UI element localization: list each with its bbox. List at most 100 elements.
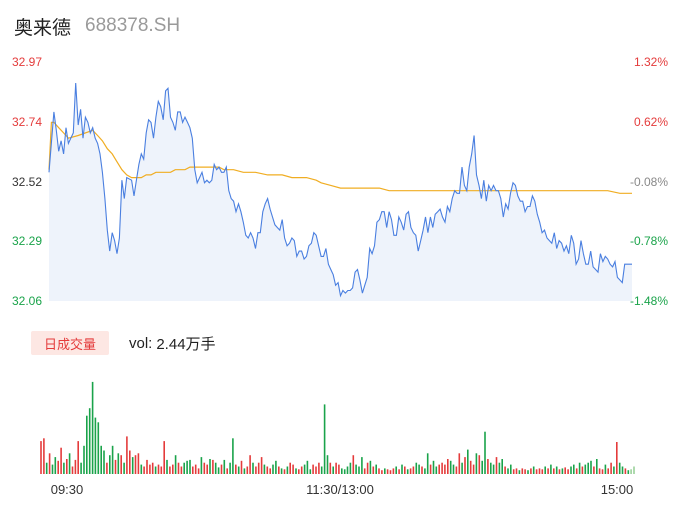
volume-bar (194, 464, 197, 474)
volume-bar (129, 450, 131, 474)
volume-bar (278, 466, 280, 474)
volume-bar (315, 466, 317, 474)
volume-bar (487, 459, 489, 474)
volume-bar (515, 468, 518, 474)
volume-bar (197, 468, 200, 474)
y-left-tick-label: 32.29 (12, 234, 43, 249)
volume-bar (447, 459, 449, 474)
volume-bar (435, 466, 438, 474)
average-price-line (48, 121, 632, 194)
volume-bar (630, 469, 632, 474)
volume-bar (66, 459, 68, 474)
volume-bar (74, 459, 77, 474)
volume-bar (295, 468, 297, 474)
volume-bar (510, 464, 512, 474)
volume-bar (272, 464, 274, 474)
volume-bar (361, 457, 363, 474)
volume-bar (286, 466, 289, 474)
volume-bar (578, 462, 581, 474)
volume-bar (51, 464, 54, 474)
volume-bar (584, 464, 587, 474)
volume-bar (263, 464, 266, 474)
volume-bar (235, 464, 237, 474)
volume-bar (424, 468, 426, 474)
volume-bar (120, 455, 122, 474)
volume-bar (541, 469, 544, 474)
volume-bar (613, 466, 615, 474)
volume-bar (100, 445, 102, 474)
volume-bar (504, 466, 506, 474)
volume-bar (573, 464, 575, 474)
volume-bar (63, 462, 65, 474)
volume-bar (252, 462, 254, 474)
volume-bar (249, 455, 251, 474)
volume-bar (43, 438, 45, 474)
volume-bar (426, 453, 429, 474)
volume-bar (77, 441, 79, 474)
volume-bar (320, 466, 323, 474)
volume-bar (449, 460, 452, 474)
x-tick-label: 09:30 (50, 482, 84, 497)
volume-label: vol: (129, 334, 153, 352)
volume-bar (469, 460, 472, 474)
volume-bar (146, 459, 148, 474)
volume-bar (54, 457, 57, 474)
volume-bar (140, 464, 143, 474)
volume-bar (318, 462, 320, 474)
volume-bar (421, 466, 423, 474)
volume-bar (68, 453, 71, 474)
volume-bar (186, 460, 188, 474)
volume-bar (94, 417, 97, 474)
volume-bar (590, 460, 592, 474)
volume-bar (183, 462, 185, 474)
volume-bar (109, 455, 111, 474)
volume-bar (633, 466, 635, 474)
volume-bar (71, 466, 74, 474)
volume-bar (372, 466, 375, 474)
volume-bar (326, 455, 329, 474)
volume-bar (550, 464, 552, 474)
volume-bar (538, 468, 541, 474)
volume-bar (83, 445, 85, 474)
volume-bar (137, 453, 140, 474)
volume-bar (587, 462, 589, 474)
volume-bar (495, 457, 498, 474)
y-right-tick-label: 0.62% (633, 114, 668, 129)
volume-bar (232, 438, 234, 474)
volume-bar (203, 462, 206, 474)
volume-bar (86, 415, 88, 474)
volume-bar (220, 464, 223, 474)
volume-bar (441, 462, 443, 474)
volume-bar (492, 464, 495, 474)
y-left-tick-label: 32.06 (12, 294, 43, 308)
volume-bar (192, 466, 194, 474)
volume-bar (366, 462, 369, 474)
volume-bar (375, 464, 377, 474)
volume-bar (275, 460, 277, 474)
volume-bar (570, 466, 572, 474)
volume-bar (212, 459, 214, 474)
volume-bar (283, 469, 286, 474)
volume-bar (581, 466, 584, 474)
volume-bar (243, 468, 246, 474)
volume-bar (303, 464, 306, 474)
volume-bar (616, 442, 618, 474)
volume-bar (209, 459, 211, 474)
volume-bar (401, 464, 403, 474)
x-tick-label: 11:30/13:00 (306, 482, 374, 497)
volume-bar (240, 460, 243, 474)
volume-bar (384, 468, 386, 474)
volume-bar (292, 464, 294, 474)
volume-bar (467, 449, 469, 474)
volume-bar (60, 447, 62, 474)
volume-bar (452, 464, 455, 474)
volume-value: 2.44万手 (156, 335, 216, 353)
volume-bar (398, 469, 400, 474)
volume-bar (352, 455, 355, 474)
volume-bar (134, 455, 137, 474)
volume-bar (412, 466, 415, 474)
volume-bar (501, 459, 503, 474)
y-right-tick-label: -1.48% (629, 294, 668, 308)
volume-bar (527, 470, 529, 474)
